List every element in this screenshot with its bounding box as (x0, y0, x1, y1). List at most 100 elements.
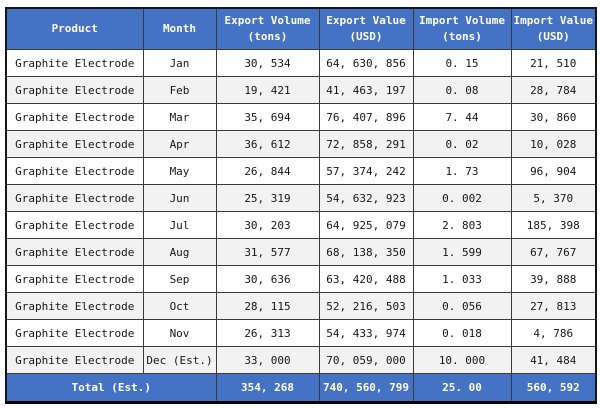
product-cell: Graphite Electrode (5, 49, 144, 77)
import-value-cell: 96, 904 (510, 157, 597, 185)
total-row: Total (Est.) 354, 268 740, 560, 799 25. … (5, 373, 597, 403)
graphite-electrode-trade-table: Product Month Export Volume (tons) Export… (5, 7, 597, 404)
month-cell: Dec (Est.) (142, 346, 217, 374)
month-cell: May (142, 157, 217, 185)
import-value-cell: 27, 813 (510, 292, 597, 320)
import-volume-cell: 0. 02 (412, 130, 512, 158)
import-volume-cell: 10. 000 (412, 346, 512, 374)
product-cell: Graphite Electrode (5, 265, 144, 293)
product-cell: Graphite Electrode (5, 130, 144, 158)
product-cell: Graphite Electrode (5, 292, 144, 320)
total-export-volume-cell: 354, 268 (215, 373, 320, 403)
header-label: Product (51, 22, 98, 35)
month-cell: Apr (142, 130, 217, 158)
table-row: Graphite Electrode Aug 31, 577 68, 138, … (5, 238, 597, 266)
table-row: Graphite Electrode Dec (Est.) 33, 000 70… (5, 346, 597, 374)
header-label: Export Value (326, 14, 406, 27)
total-import-volume-cell: 25. 00 (412, 373, 512, 403)
header-label: Month (162, 22, 197, 35)
col-header-month: Month (142, 7, 217, 50)
month-cell: Feb (142, 76, 217, 104)
import-value-cell: 28, 784 (510, 76, 597, 104)
export-value-cell: 64, 630, 856 (318, 49, 414, 77)
total-export-value-cell: 740, 560, 799 (318, 373, 414, 403)
month-cell: Aug (142, 238, 217, 266)
header-unit: (USD) (349, 30, 383, 43)
export-volume-cell: 36, 612 (215, 130, 320, 158)
table-row: Graphite Electrode Oct 28, 115 52, 216, … (5, 292, 597, 320)
header-label: Import Value (513, 14, 593, 27)
header-unit: (USD) (536, 30, 570, 43)
month-cell: Nov (142, 319, 217, 347)
import-volume-cell: 0. 002 (412, 184, 512, 212)
col-header-export-value: Export Value (USD) (318, 7, 414, 50)
month-cell: Jun (142, 184, 217, 212)
product-cell: Graphite Electrode (5, 103, 144, 131)
export-value-cell: 57, 374, 242 (318, 157, 414, 185)
table-row: Graphite Electrode Mar 35, 694 76, 407, … (5, 103, 597, 131)
col-header-export-volume: Export Volume (tons) (215, 7, 320, 50)
export-value-cell: 52, 216, 503 (318, 292, 414, 320)
export-volume-cell: 26, 844 (215, 157, 320, 185)
import-volume-cell: 2. 803 (412, 211, 512, 239)
table-row: Graphite Electrode Jan 30, 534 64, 630, … (5, 49, 597, 77)
import-volume-cell: 0. 056 (412, 292, 512, 320)
total-label-cell: Total (Est.) (5, 373, 217, 403)
header-unit: (tons) (442, 30, 482, 43)
product-cell: Graphite Electrode (5, 346, 144, 374)
header-row: Product Month Export Volume (tons) Export… (5, 7, 597, 50)
month-cell: Jul (142, 211, 217, 239)
month-cell: Oct (142, 292, 217, 320)
header-label: Export Volume (224, 14, 311, 27)
export-volume-cell: 25, 319 (215, 184, 320, 212)
col-header-product: Product (5, 7, 144, 50)
import-value-cell: 4, 786 (510, 319, 597, 347)
import-volume-cell: 0. 08 (412, 76, 512, 104)
col-header-import-volume: Import Volume (tons) (412, 7, 512, 50)
table-row: Graphite Electrode May 26, 844 57, 374, … (5, 157, 597, 185)
table-row: Graphite Electrode Apr 36, 612 72, 858, … (5, 130, 597, 158)
import-volume-cell: 1. 73 (412, 157, 512, 185)
export-volume-cell: 35, 694 (215, 103, 320, 131)
export-volume-cell: 30, 534 (215, 49, 320, 77)
import-value-cell: 41, 484 (510, 346, 597, 374)
import-value-cell: 10, 028 (510, 130, 597, 158)
export-value-cell: 54, 632, 923 (318, 184, 414, 212)
import-value-cell: 39, 888 (510, 265, 597, 293)
product-cell: Graphite Electrode (5, 157, 144, 185)
total-import-value-cell: 560, 592 (510, 373, 597, 403)
product-cell: Graphite Electrode (5, 184, 144, 212)
month-cell: Sep (142, 265, 217, 293)
table-row: Graphite Electrode Sep 30, 636 63, 420, … (5, 265, 597, 293)
export-value-cell: 76, 407, 896 (318, 103, 414, 131)
import-value-cell: 30, 860 (510, 103, 597, 131)
table-row: Graphite Electrode Jun 25, 319 54, 632, … (5, 184, 597, 212)
export-volume-cell: 30, 203 (215, 211, 320, 239)
product-cell: Graphite Electrode (5, 76, 144, 104)
header-unit: (tons) (247, 30, 288, 43)
import-volume-cell: 1. 033 (412, 265, 512, 293)
import-volume-cell: 1. 599 (412, 238, 512, 266)
import-volume-cell: 0. 15 (412, 49, 512, 77)
header-label: Import Volume (418, 14, 506, 27)
import-value-cell: 67, 767 (510, 238, 597, 266)
export-value-cell: 54, 433, 974 (318, 319, 414, 347)
export-value-cell: 70, 059, 000 (318, 346, 414, 374)
table-row: Graphite Electrode Feb 19, 421 41, 463, … (5, 76, 597, 104)
export-volume-cell: 31, 577 (215, 238, 320, 266)
import-value-cell: 5, 370 (510, 184, 597, 212)
import-value-cell: 21, 510 (510, 49, 597, 77)
month-cell: Mar (142, 103, 217, 131)
product-cell: Graphite Electrode (5, 319, 144, 347)
month-cell: Jan (142, 49, 217, 77)
table-row: Graphite Electrode Jul 30, 203 64, 925, … (5, 211, 597, 239)
product-cell: Graphite Electrode (5, 238, 144, 266)
export-value-cell: 63, 420, 488 (318, 265, 414, 293)
table-row: Graphite Electrode Nov 26, 313 54, 433, … (5, 319, 597, 347)
product-cell: Graphite Electrode (5, 211, 144, 239)
export-volume-cell: 26, 313 (215, 319, 320, 347)
export-volume-cell: 19, 421 (215, 76, 320, 104)
export-volume-cell: 33, 000 (215, 346, 320, 374)
import-volume-cell: 7. 44 (412, 103, 512, 131)
